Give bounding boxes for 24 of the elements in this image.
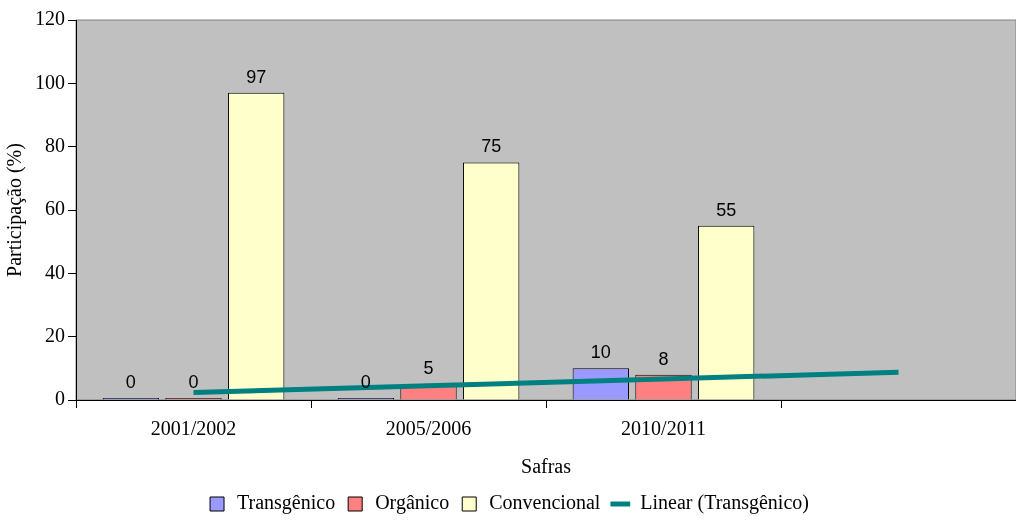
y-tick-label: 40	[45, 260, 65, 283]
y-tick-label: 100	[35, 70, 65, 93]
x-tick-label: 2005/2006	[385, 417, 472, 440]
data-label: 5	[423, 358, 434, 379]
data-label: 0	[125, 371, 136, 392]
y-tick-label: 0	[55, 387, 65, 410]
y-tick-label: 20	[45, 323, 65, 346]
x-axis-title: Safras	[521, 455, 572, 478]
x-tick-label: 2010/2011	[621, 417, 706, 440]
data-label: 8	[658, 348, 669, 369]
legend-label: Orgânico	[375, 491, 450, 515]
legend-label: Transgênico	[237, 491, 336, 515]
y-tick-label: 120	[35, 7, 65, 30]
y-tick-label: 60	[45, 197, 65, 220]
legend-label: Convencional	[489, 491, 601, 514]
y-axis-title: Participação (%)	[3, 143, 27, 277]
data-label: 97	[246, 66, 267, 87]
legend-label: Linear (Transgênico)	[640, 491, 809, 515]
y-tick-label: 80	[45, 133, 65, 156]
x-tick-label: 2001/2002	[150, 417, 237, 440]
data-label: 55	[716, 199, 737, 220]
data-label: 0	[188, 371, 199, 392]
data-label: 10	[590, 342, 611, 363]
data-label: 75	[481, 136, 502, 157]
